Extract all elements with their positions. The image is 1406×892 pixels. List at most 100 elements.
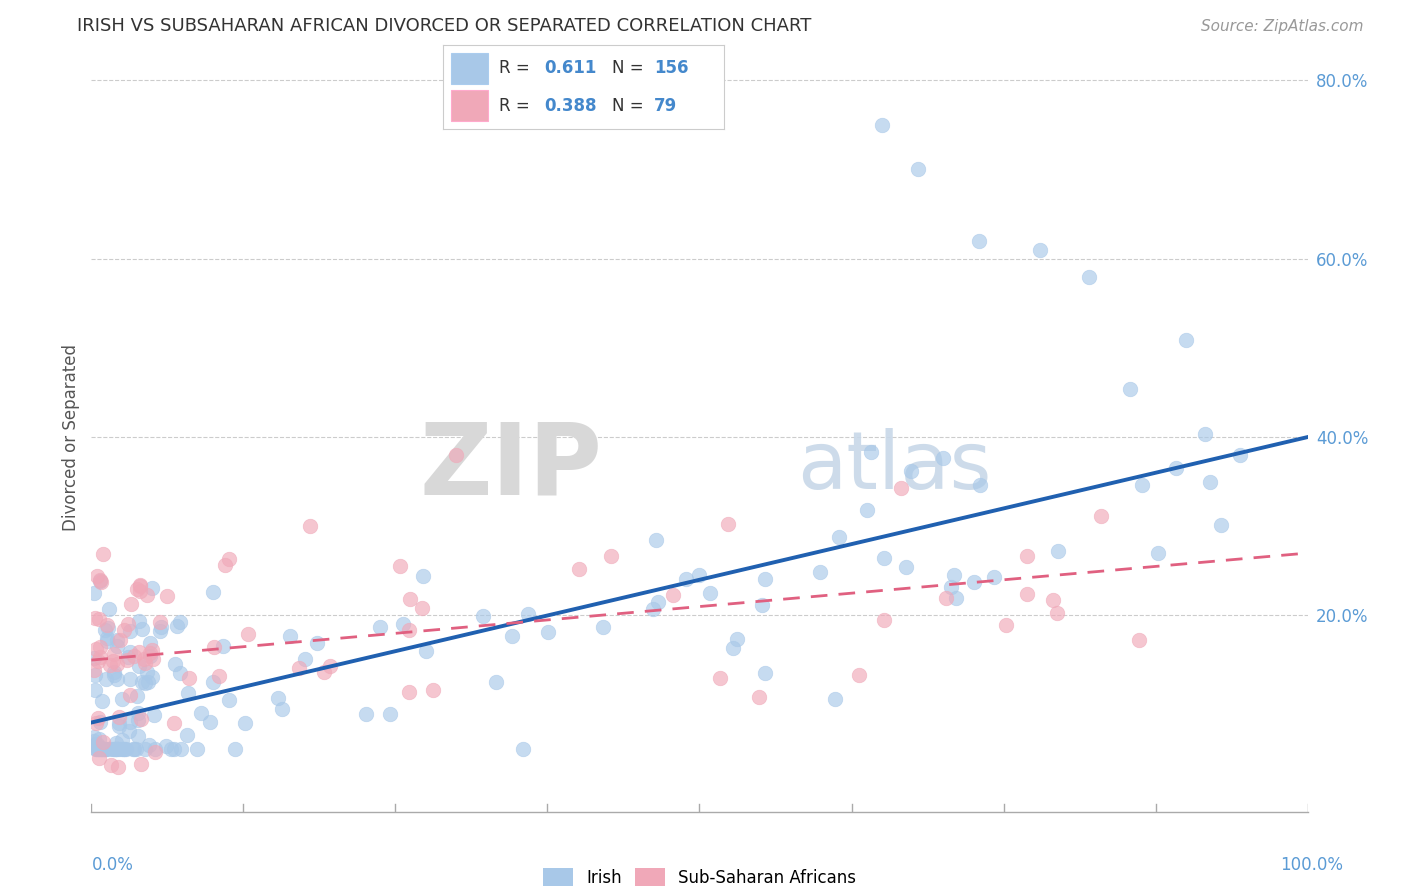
Point <box>389 559 412 574</box>
Point <box>198 715 221 730</box>
Point <box>87 731 110 746</box>
Point <box>111 742 134 756</box>
Point <box>501 628 523 642</box>
Point <box>1199 475 1222 489</box>
Point <box>108 718 131 732</box>
Point <box>824 692 846 706</box>
Point <box>1209 517 1232 532</box>
Point <box>754 666 776 681</box>
Point <box>131 622 153 636</box>
Point <box>111 733 134 747</box>
Point <box>105 742 128 756</box>
Point <box>105 672 128 686</box>
Point <box>641 602 664 616</box>
Text: IRISH VS SUBSAHARAN AFRICAN DIVORCED OR SEPARATED CORRELATION CHART: IRISH VS SUBSAHARAN AFRICAN DIVORCED OR … <box>77 17 811 35</box>
Point <box>176 728 198 742</box>
Point <box>142 652 165 666</box>
Point <box>512 742 534 756</box>
Point <box>139 649 162 664</box>
Point <box>278 629 301 643</box>
Point <box>96 634 118 648</box>
Point <box>89 751 111 765</box>
Point <box>751 598 773 612</box>
Point <box>139 646 162 660</box>
Point <box>1229 448 1251 462</box>
Point <box>568 562 591 576</box>
Point <box>86 738 108 752</box>
Point <box>87 612 110 626</box>
Point <box>105 657 128 672</box>
Text: N =: N = <box>612 60 643 78</box>
Point <box>398 685 420 699</box>
Text: 100.0%: 100.0% <box>1279 855 1343 873</box>
Point <box>354 706 377 721</box>
Text: 79: 79 <box>654 96 678 114</box>
Point <box>83 651 105 665</box>
Point <box>537 625 560 640</box>
Point <box>169 665 191 680</box>
Point <box>94 742 117 756</box>
Point <box>170 742 193 756</box>
Point <box>808 565 831 579</box>
Point <box>725 632 748 646</box>
Point <box>186 742 208 756</box>
Point <box>890 481 912 495</box>
Point <box>127 713 149 727</box>
Point <box>103 648 125 662</box>
Point <box>84 642 107 657</box>
Point <box>208 669 231 683</box>
Point <box>600 549 623 563</box>
Point <box>661 589 683 603</box>
Point <box>754 572 776 586</box>
Point <box>128 659 150 673</box>
Point <box>238 627 260 641</box>
Text: Source: ZipAtlas.com: Source: ZipAtlas.com <box>1201 20 1364 34</box>
Point <box>90 694 112 708</box>
Point <box>900 464 922 478</box>
Point <box>127 706 149 720</box>
Point <box>1015 587 1038 601</box>
Point <box>935 591 957 606</box>
Point <box>873 613 896 627</box>
Point <box>156 589 179 603</box>
Point <box>485 675 508 690</box>
Point <box>166 619 188 633</box>
Point <box>963 574 986 589</box>
Point <box>90 742 112 756</box>
Point <box>84 742 107 756</box>
Point <box>107 716 129 731</box>
Point <box>84 716 107 731</box>
Point <box>907 162 929 177</box>
Point <box>1046 544 1069 558</box>
Point <box>149 615 172 629</box>
Point <box>120 624 142 638</box>
Point <box>709 671 731 685</box>
Point <box>132 652 155 666</box>
Point <box>83 733 105 747</box>
Point <box>163 716 186 731</box>
Point <box>104 742 127 756</box>
Point <box>87 742 110 756</box>
Point <box>84 611 107 625</box>
Point <box>107 760 129 774</box>
Point <box>112 742 135 756</box>
Point <box>307 636 329 650</box>
Point <box>118 714 141 729</box>
Point <box>967 234 990 248</box>
Point <box>169 615 191 630</box>
Point <box>138 738 160 752</box>
Point <box>112 624 135 638</box>
Point <box>83 738 105 752</box>
Point <box>202 585 225 599</box>
Point <box>873 551 896 566</box>
Point <box>91 547 114 561</box>
Point <box>894 560 917 574</box>
Point <box>160 742 183 756</box>
Point <box>472 608 495 623</box>
Point <box>202 675 225 690</box>
Point <box>267 690 290 705</box>
Point <box>141 582 163 596</box>
Point <box>94 742 117 756</box>
Point <box>118 688 141 702</box>
Point <box>299 519 322 533</box>
